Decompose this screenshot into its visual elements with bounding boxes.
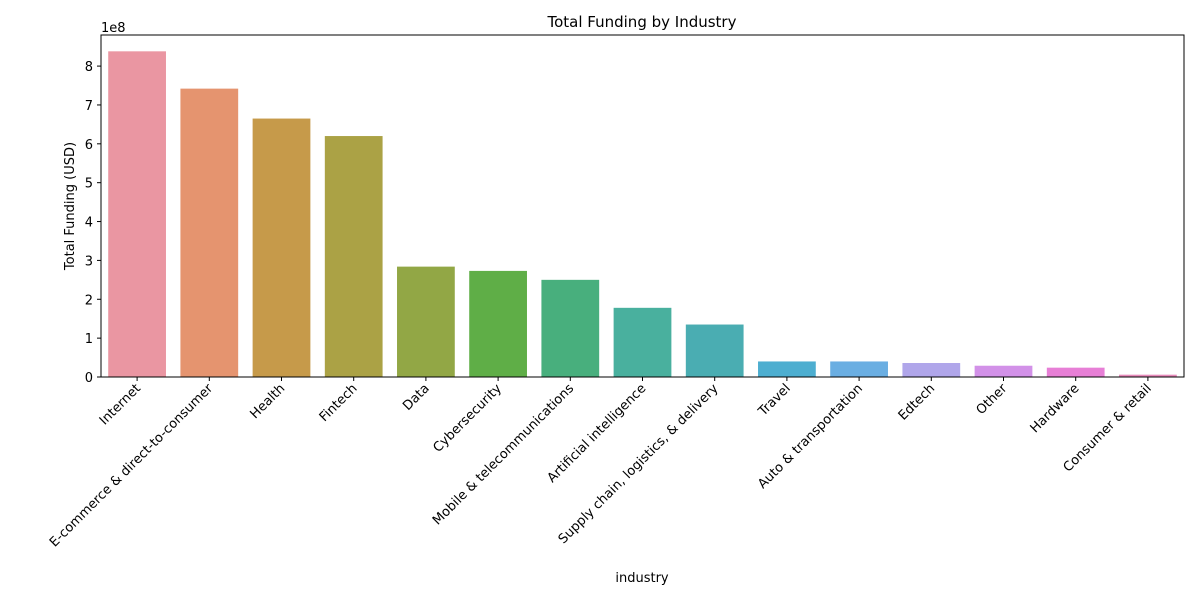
plot-frame [100,34,1185,378]
bar-2 [252,118,311,377]
y-tick-label-7: 7 [85,99,93,114]
x-tick-label-1: E-commerce & direct-to-consumer [47,381,217,551]
bar-4 [397,266,455,377]
x-tick-label-11: Edtech [896,381,938,423]
bars-group [108,51,1177,378]
x-tick-label-2: Health [248,381,289,422]
y-tick-label-1: 1 [85,332,93,347]
bar-1 [180,88,239,377]
bar-5 [469,270,527,377]
x-tick-label-4: Data [400,381,433,414]
y-tick-label-3: 3 [85,254,93,269]
y-tick-label-6: 6 [85,138,93,153]
x-tick-label-8: Supply chain, logistics, & delivery [556,381,722,547]
bar-11 [902,363,961,377]
x-tick-label-3: Fintech [317,381,361,425]
y-tick-label-5: 5 [85,177,93,192]
bar-6 [541,279,600,377]
y-axis-offset-label: 1e8 [101,21,126,36]
x-tick-label-12: Other [974,381,1011,418]
bar-7 [613,307,672,377]
bar-10 [830,361,888,377]
y-tick-label-2: 2 [85,293,93,308]
bar-14 [1119,374,1177,377]
chart-title: Total Funding by Industry [547,13,737,31]
x-axis-label: industry [615,571,669,586]
y-tick-label-4: 4 [85,216,93,231]
bar-12 [974,365,1033,377]
bar-3 [324,136,383,377]
x-tick-label-0: Internet [97,381,144,428]
x-tick-label-5: Cybersecurity [430,381,505,456]
y-tick-label-0: 0 [85,371,93,386]
x-tick-label-13: Hardware [1028,381,1083,436]
x-tick-label-6: Mobile & telecommunications [430,381,577,528]
bar-0 [108,51,166,378]
y-tick-label-8: 8 [85,60,93,75]
y-axis-label: Total Funding (USD) [63,142,78,271]
bar-8 [685,324,744,377]
bar-9 [758,361,816,377]
y-axis-ticks: 0 1 2 3 4 5 6 7 8 [85,60,101,386]
x-tick-label-9: Travel [755,381,794,420]
bar-13 [1046,367,1105,377]
